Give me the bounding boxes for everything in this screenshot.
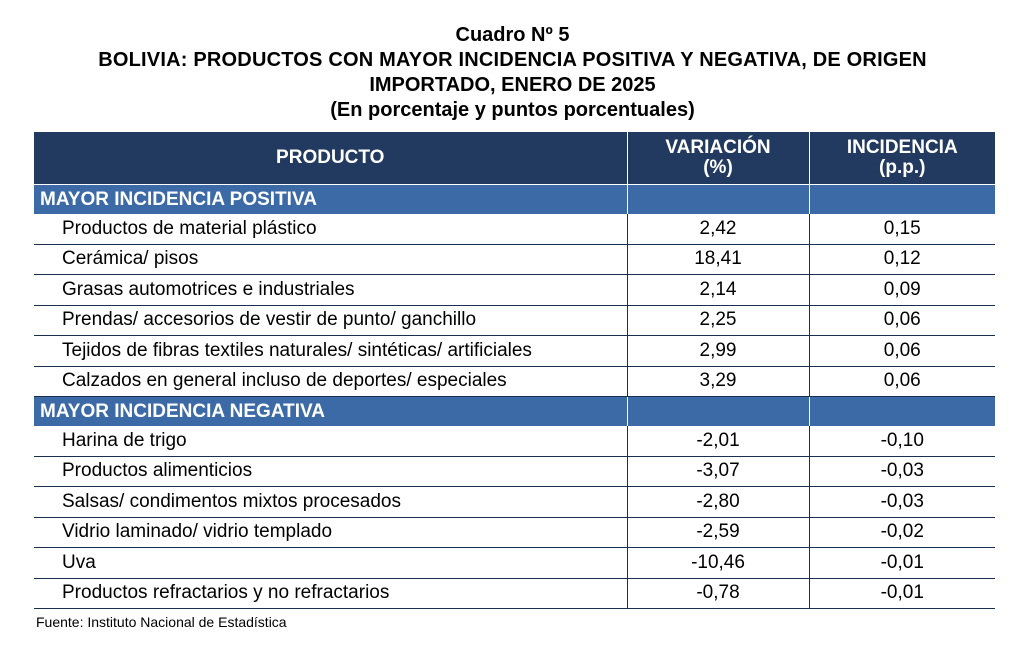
table-title-block: Cuadro Nº 5 BOLIVIA: PRODUCTOS CON MAYOR…: [0, 24, 1025, 123]
section-negative: MAYOR INCIDENCIA NEGATIVA: [34, 396, 995, 426]
variation-cell: 2,14: [626, 274, 809, 306]
section-blank-cell: [626, 184, 809, 214]
table-row: Productos de material plástico 2,42 0,15: [34, 214, 995, 245]
table-number: Cuadro Nº 5: [455, 24, 570, 46]
header-variation: VARIACIÓN (%): [626, 132, 809, 185]
variation-cell: 2,42: [626, 214, 809, 245]
table-row: Salsas/ condimentos mixtos procesados -2,…: [34, 486, 995, 518]
incidence-cell: -0,03: [808, 486, 995, 518]
product-cell: Harina de trigo: [34, 426, 627, 457]
product-cell: Productos de material plástico: [34, 214, 627, 245]
table-row: Harina de trigo -2,01 -0,10: [34, 426, 995, 457]
variation-cell: -2,59: [626, 517, 809, 548]
variation-cell: -3,07: [626, 456, 809, 487]
header-incidence-label: INCIDENCIA: [846, 137, 958, 158]
incidence-cell: 0,06: [808, 305, 995, 336]
variation-cell: -10,46: [626, 547, 809, 579]
product-cell: Prendas/ accesorios de vestir de punto/ …: [34, 305, 627, 336]
variation-cell: -2,80: [626, 486, 809, 518]
table-row: Vidrio laminado/ vidrio templado -2,59 -0,…: [34, 517, 995, 548]
incidence-table: PRODUCTO VARIACIÓN (%) INCIDENCIA (p.p.)…: [34, 132, 995, 609]
table-header: PRODUCTO VARIACIÓN (%) INCIDENCIA (p.p.): [34, 132, 995, 185]
table-row: Cerámica/ pisos 18,41 0,12: [34, 244, 995, 275]
section-blank-cell: [626, 396, 809, 426]
product-cell: Tejidos de fibras textiles naturales/ si…: [34, 335, 627, 367]
section-blank-cell: [808, 396, 995, 426]
variation-cell: 2,25: [626, 305, 809, 336]
table-row: Productos refractarios y no refractarios…: [34, 578, 995, 609]
table-row: Uva -10,46 -0,01: [34, 547, 995, 579]
product-cell: Calzados en general incluso de deportes/…: [34, 366, 627, 397]
table-title-line-2: IMPORTADO, ENERO DE 2025: [369, 74, 656, 96]
product-cell: Uva: [34, 547, 627, 579]
incidence-cell: 0,06: [808, 335, 995, 367]
product-cell: Productos alimenticios: [34, 456, 627, 487]
incidence-cell: 0,12: [808, 244, 995, 275]
incidence-cell: 0,06: [808, 366, 995, 397]
table-title-line-1: BOLIVIA: PRODUCTOS CON MAYOR INCIDENCIA …: [98, 49, 927, 71]
incidence-cell: 0,09: [808, 274, 995, 306]
section-positive-label: MAYOR INCIDENCIA POSITIVA: [34, 184, 627, 214]
header-incidence-unit: (p.p.): [879, 157, 926, 178]
incidence-cell: -0,02: [808, 517, 995, 548]
incidence-cell: -0,01: [808, 578, 995, 609]
header-product: PRODUCTO: [34, 132, 627, 185]
table-row: Grasas automotrices e industriales 2,14 0,…: [34, 274, 995, 306]
product-cell: Productos refractarios y no refractarios: [34, 578, 627, 609]
product-cell: Cerámica/ pisos: [34, 244, 627, 275]
table-row: Tejidos de fibras textiles naturales/ si…: [34, 335, 995, 367]
product-cell: Vidrio laminado/ vidrio templado: [34, 517, 627, 548]
variation-cell: -0,78: [626, 578, 809, 609]
variation-cell: 2,99: [626, 335, 809, 367]
source-note: Fuente: Instituto Nacional de Estadístic…: [36, 614, 287, 630]
table-row: Calzados en general incluso de deportes/…: [34, 366, 995, 397]
product-cell: Grasas automotrices e industriales: [34, 274, 627, 306]
section-positive: MAYOR INCIDENCIA POSITIVA: [34, 184, 995, 214]
table-row: Prendas/ accesorios de vestir de punto/ …: [34, 305, 995, 336]
table-row: Productos alimenticios -3,07 -0,03: [34, 456, 995, 487]
header-variation-unit: (%): [703, 157, 733, 178]
header-incidence: INCIDENCIA (p.p.): [808, 132, 995, 185]
incidence-cell: -0,01: [808, 547, 995, 579]
incidence-cell: -0,03: [808, 456, 995, 487]
incidence-cell: -0,10: [808, 426, 995, 457]
table-subtitle: (En porcentaje y puntos porcentuales): [330, 99, 695, 121]
variation-cell: 3,29: [626, 366, 809, 397]
section-blank-cell: [808, 184, 995, 214]
variation-cell: -2,01: [626, 426, 809, 457]
header-variation-label: VARIACIÓN: [665, 137, 771, 158]
product-cell: Salsas/ condimentos mixtos procesados: [34, 486, 627, 518]
incidence-cell: 0,15: [808, 214, 995, 245]
variation-cell: 18,41: [626, 244, 809, 275]
header-product-label: PRODUCTO: [276, 147, 385, 168]
section-negative-label: MAYOR INCIDENCIA NEGATIVA: [34, 396, 627, 426]
